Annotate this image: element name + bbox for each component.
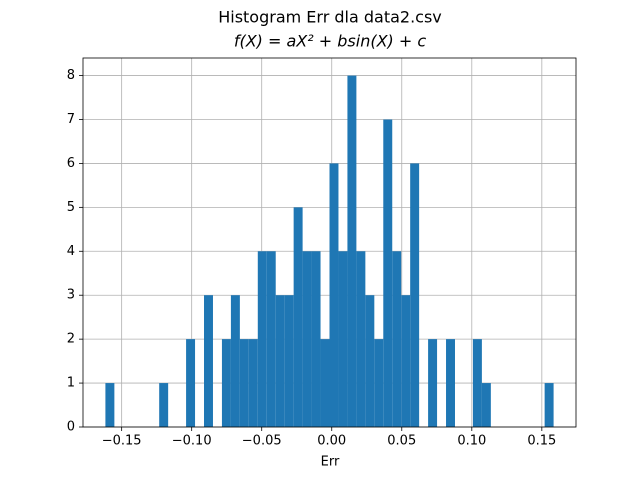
x-tick-label: 0.10 bbox=[457, 434, 486, 449]
bar bbox=[159, 383, 169, 427]
bar bbox=[257, 251, 267, 427]
y-tick-label: 5 bbox=[67, 200, 75, 215]
x-tick-label: −0.10 bbox=[172, 434, 212, 449]
bar bbox=[338, 251, 348, 427]
bar bbox=[392, 251, 402, 427]
y-tick-label: 2 bbox=[67, 332, 75, 347]
bar bbox=[302, 251, 312, 427]
x-tick-label: 0.15 bbox=[527, 434, 556, 449]
y-tick-label: 6 bbox=[67, 156, 75, 171]
bar bbox=[204, 295, 213, 427]
bar bbox=[428, 339, 438, 427]
x-tick-label: 0.00 bbox=[317, 434, 346, 449]
bar bbox=[284, 295, 294, 427]
bar bbox=[239, 339, 249, 427]
y-tick-label: 7 bbox=[67, 112, 75, 127]
bar bbox=[311, 251, 321, 427]
bar bbox=[329, 163, 339, 427]
bar bbox=[472, 339, 482, 427]
chart-title: Histogram Err dla data2.csv bbox=[218, 8, 442, 27]
bar bbox=[383, 119, 393, 427]
x-tick-label: −0.15 bbox=[102, 434, 142, 449]
bar bbox=[320, 339, 330, 427]
x-tick-label: 0.05 bbox=[387, 434, 416, 449]
bar bbox=[401, 295, 411, 427]
bar bbox=[365, 295, 375, 427]
x-tick-label: −0.05 bbox=[242, 434, 282, 449]
bar bbox=[221, 339, 231, 427]
y-tick-label: 4 bbox=[67, 244, 75, 259]
chart-subtitle: f(X) = aX² + bsin(X) + c bbox=[234, 32, 427, 51]
bar bbox=[186, 339, 196, 427]
axes-frame bbox=[82, 57, 577, 428]
bar bbox=[266, 251, 276, 427]
bar bbox=[230, 295, 240, 427]
y-tick-label: 0 bbox=[67, 420, 75, 435]
bar bbox=[275, 295, 285, 427]
bar bbox=[347, 75, 357, 428]
bar bbox=[105, 383, 115, 427]
y-tick-label: 8 bbox=[67, 68, 75, 83]
bar bbox=[544, 383, 554, 427]
bar bbox=[356, 251, 366, 427]
bar bbox=[293, 207, 303, 427]
x-axis-label: Err bbox=[321, 455, 340, 470]
bar bbox=[248, 339, 258, 427]
y-tick-label: 3 bbox=[67, 288, 75, 303]
bar bbox=[481, 383, 491, 427]
bar bbox=[374, 339, 384, 427]
y-tick-label: 1 bbox=[67, 376, 75, 391]
bar bbox=[446, 339, 455, 427]
bar bbox=[410, 163, 420, 427]
